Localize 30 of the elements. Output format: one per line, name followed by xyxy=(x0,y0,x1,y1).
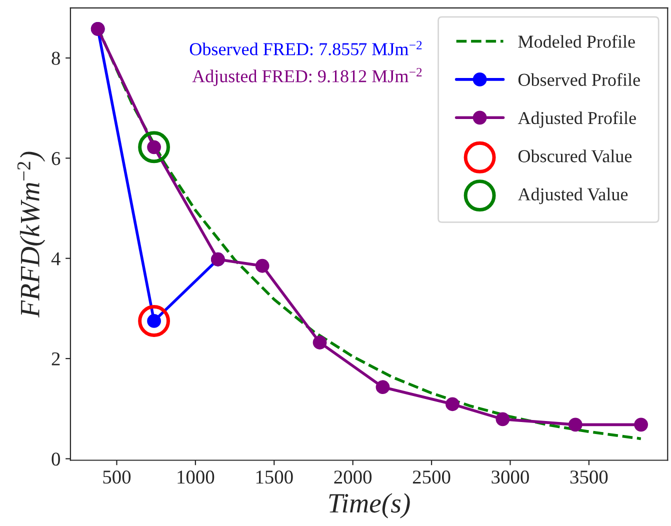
y-axis-title: FRFD(kWm$^{−2}$) xyxy=(17,152,46,318)
legend-label: Adjusted Value xyxy=(518,188,628,204)
point xyxy=(634,418,648,432)
annotation: Observed FRED: 7.8557 MJm$^{−2}$ xyxy=(190,40,422,56)
x-tick-label: 3500 xyxy=(570,470,608,484)
point xyxy=(138,131,170,164)
legend-label: Observed Profile xyxy=(518,73,640,86)
x-tick-label: 500 xyxy=(103,470,131,484)
x-tick-label: 2500 xyxy=(412,470,450,484)
y-tick-label: 4 xyxy=(51,252,60,266)
legend-label: Adjusted Profile xyxy=(518,111,636,128)
point xyxy=(568,418,582,432)
point xyxy=(376,380,390,394)
legend-label: Modeled Profile xyxy=(518,34,635,48)
annotation: Adjusted FRED: 9.1812 MJm$^{−2}$ xyxy=(192,68,422,86)
point xyxy=(446,397,460,412)
x-tick-label: 1500 xyxy=(256,470,293,484)
legend-label: Obscured Value xyxy=(518,150,632,162)
x-tick-label: 2000 xyxy=(334,470,372,484)
point xyxy=(138,305,170,337)
x-axis-title: Time(s) xyxy=(329,493,410,518)
point xyxy=(255,258,270,273)
y-tick-label: 6 xyxy=(52,152,60,166)
x-tick-label: 3000 xyxy=(492,470,529,484)
y-tick-label: 2 xyxy=(52,352,60,366)
point xyxy=(496,412,510,426)
y-tick-label: 0 xyxy=(52,452,60,466)
point xyxy=(312,336,327,350)
y-tick-label: 8 xyxy=(52,52,60,65)
x-tick-label: 1000 xyxy=(178,470,214,484)
